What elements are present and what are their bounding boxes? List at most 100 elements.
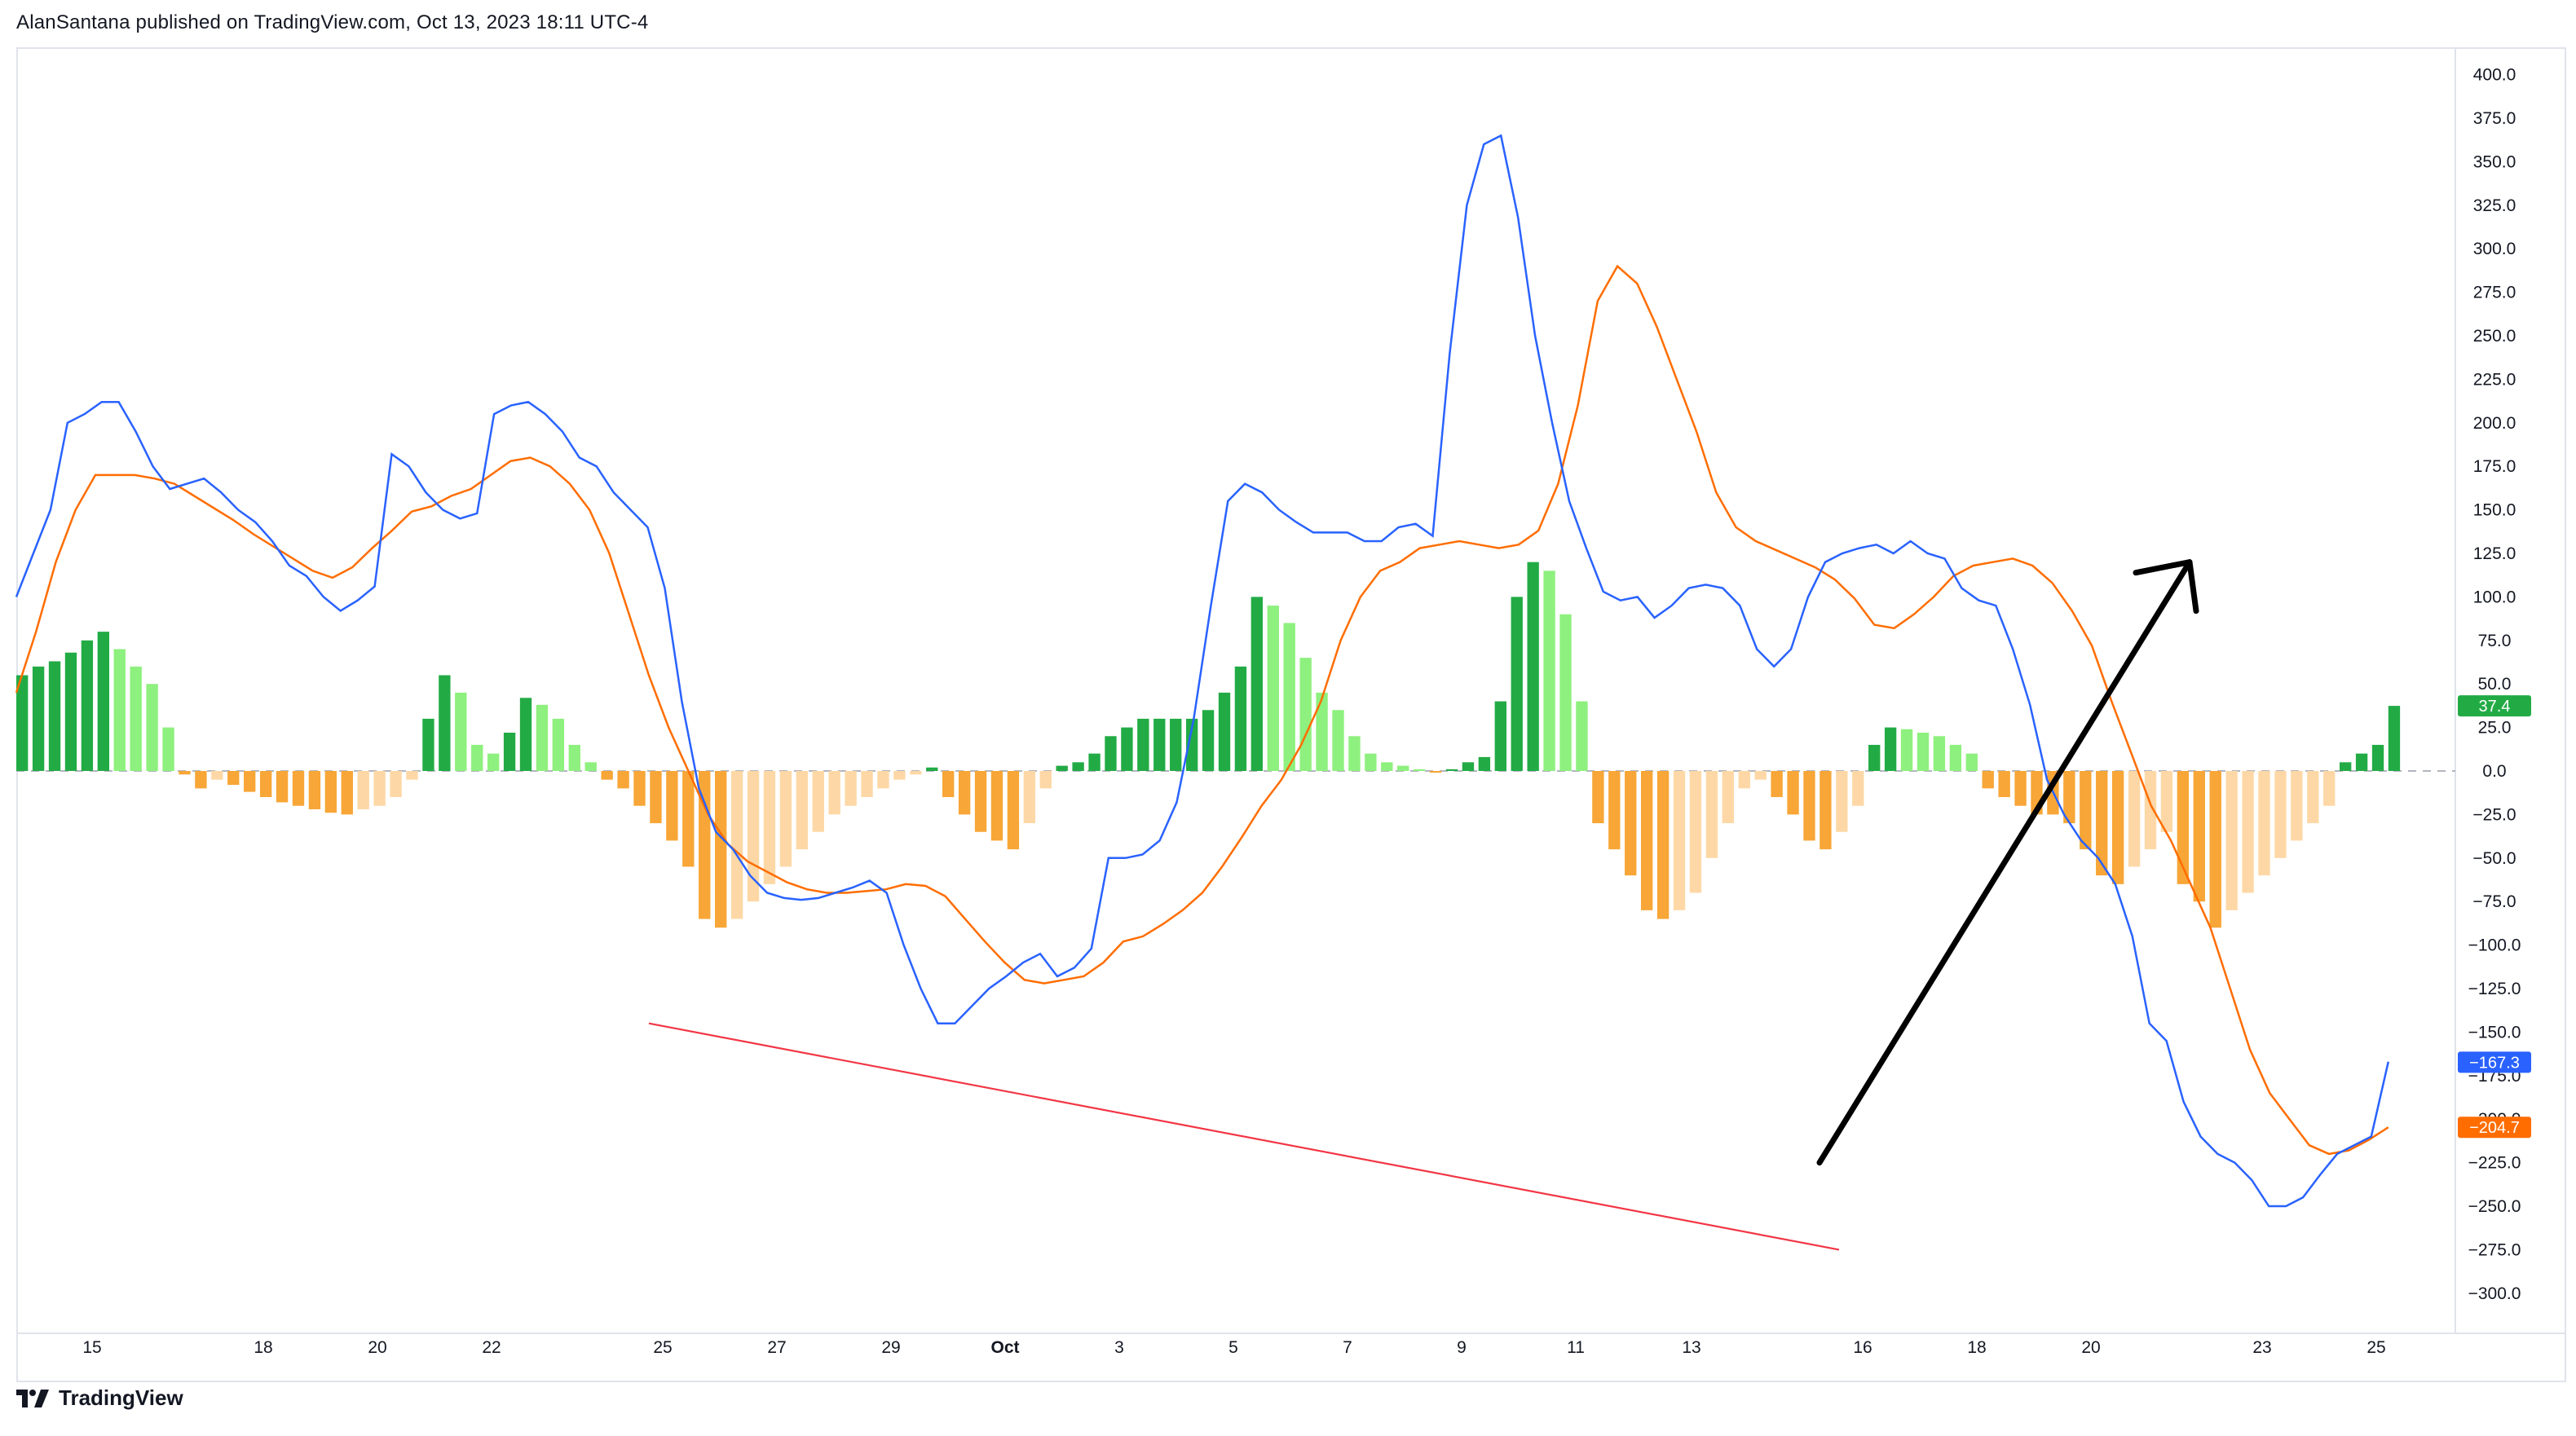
histogram-bar <box>1673 771 1686 910</box>
histogram-bar <box>308 771 321 809</box>
histogram-bar <box>276 771 289 803</box>
histogram-bar <box>244 771 256 792</box>
histogram-bar <box>2160 771 2173 832</box>
histogram-bar <box>64 652 77 771</box>
histogram-bar <box>845 771 857 806</box>
price-axis-label: 400.0 <box>2473 66 2516 85</box>
histogram-bar <box>1754 771 1767 780</box>
publish-info: AlanSantana published on TradingView.com… <box>16 11 649 33</box>
histogram-bar <box>471 744 483 771</box>
histogram-bar <box>1056 765 1068 771</box>
price-axis-label: 0.0 <box>2482 762 2506 781</box>
histogram-bar <box>455 692 467 771</box>
histogram-bar <box>1137 718 1149 771</box>
histogram-bar <box>1153 718 1166 771</box>
histogram-bar <box>1625 771 1637 876</box>
histogram-bar <box>1884 727 1897 771</box>
price-axis-label: 100.0 <box>2473 588 2516 606</box>
price-axis-label: 75.0 <box>2478 632 2512 650</box>
histogram-bar <box>730 771 743 919</box>
histogram-bar <box>227 771 240 786</box>
time-axis-label: 7 <box>1343 1338 1352 1357</box>
histogram-bar <box>1965 753 1978 771</box>
histogram-bar <box>1170 718 1182 771</box>
time-axis-label: 18 <box>254 1338 272 1357</box>
histogram-bar <box>601 771 613 780</box>
histogram-bar <box>373 771 386 806</box>
price-axis-label: 275.0 <box>2473 284 2516 302</box>
time-axis-label: 20 <box>2081 1338 2100 1357</box>
histogram-bar <box>2063 771 2075 824</box>
price-axis-label: 350.0 <box>2473 152 2516 171</box>
histogram-bar <box>633 771 646 806</box>
price-axis-label: −250.0 <box>2468 1197 2521 1216</box>
histogram-bar <box>1332 710 1344 771</box>
time-axis-label: 16 <box>1853 1338 1872 1357</box>
histogram-bar <box>81 640 94 771</box>
histogram-bar <box>146 684 158 771</box>
histogram-bar <box>113 649 126 771</box>
histogram-bar <box>1771 771 1783 798</box>
price-axis-label: −225.0 <box>2468 1154 2521 1173</box>
histogram-bar <box>195 771 207 789</box>
histogram-bar <box>990 771 1003 841</box>
histogram-bar <box>974 771 987 832</box>
histogram-bar <box>568 744 580 771</box>
time-axis-label: 11 <box>1567 1338 1585 1357</box>
histogram-bar <box>942 771 955 798</box>
histogram-bar <box>1121 727 1133 771</box>
arrow-annotation[interactable] <box>1816 559 2199 1166</box>
histogram-bar <box>341 771 353 815</box>
histogram-bar <box>2225 771 2238 910</box>
histogram-bar <box>1413 769 1426 771</box>
signal-last-badge-text: −204.7 <box>2469 1119 2520 1137</box>
histogram-bar <box>666 771 678 841</box>
histogram-bar <box>714 771 727 928</box>
histogram-bar <box>1267 606 1279 771</box>
histogram-bar <box>292 771 305 806</box>
histogram-bar <box>1397 765 1409 771</box>
histogram-bar <box>1007 771 1020 850</box>
histogram-bar <box>406 771 418 780</box>
macd-last-badge-bg <box>2458 1051 2531 1073</box>
time-axis-label: 25 <box>2366 1338 2385 1357</box>
price-axis-label: 375.0 <box>2473 109 2516 128</box>
histogram-bar <box>1348 736 1361 771</box>
histogram-bar <box>2388 706 2401 771</box>
histogram-bar <box>1218 692 1231 771</box>
histogram-bar <box>390 771 402 798</box>
time-axis-label: 20 <box>368 1338 386 1357</box>
histogram-bar <box>48 661 61 771</box>
tradingview-logo-icon <box>16 1389 49 1407</box>
trendline[interactable] <box>648 1022 1840 1251</box>
histogram-bar <box>2339 762 2352 771</box>
histogram-bar <box>2371 744 2384 771</box>
histogram-bar <box>617 771 629 789</box>
price-axis-label: 50.0 <box>2478 675 2512 694</box>
histogram-bar <box>1738 771 1750 789</box>
histogram-bar <box>1185 718 1198 771</box>
time-axis-label: Oct <box>990 1338 1019 1357</box>
histogram-bar <box>1365 753 1377 771</box>
histogram <box>16 562 2401 928</box>
time-axis[interactable]: 15 18 20 22 25 27 29 Oct 3 5 7 9 11 13 16 18 20 23 25 <box>82 1338 2385 1357</box>
histogram-bar <box>2014 771 2027 806</box>
last-value-badges: 37.4 −167.3 −204.7 <box>2458 695 2531 1139</box>
histogram-bar <box>2274 771 2287 858</box>
histogram-bar <box>2209 771 2221 928</box>
arrow-head <box>2133 559 2199 614</box>
histogram-bar <box>1316 692 1328 771</box>
time-axis-label: 3 <box>1114 1338 1124 1357</box>
histogram-bar <box>211 771 223 780</box>
histogram-bar <box>2111 771 2124 884</box>
histogram-bar <box>1543 570 1555 771</box>
time-axis-label: 9 <box>1457 1338 1467 1357</box>
price-axis-label: 200.0 <box>2473 414 2516 433</box>
time-axis-label: 29 <box>881 1338 900 1357</box>
histogram-bar <box>1299 658 1312 771</box>
histogram-bar <box>487 753 500 771</box>
histogram-bar <box>2144 771 2157 850</box>
histogram-bar <box>1608 771 1621 850</box>
histogram-bar <box>910 771 922 775</box>
